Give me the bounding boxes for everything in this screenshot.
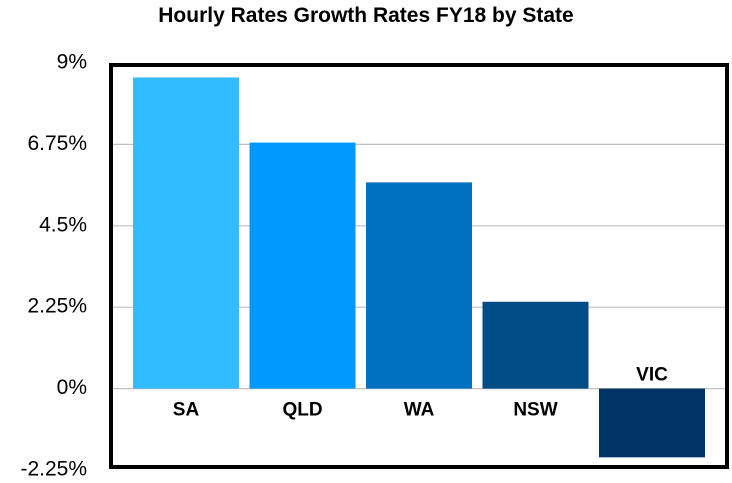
bar-qld: [249, 142, 356, 389]
y-tick-label: 4.5%: [39, 213, 87, 236]
y-tick-label: 2.25%: [27, 295, 87, 318]
y-tick-label: -2.25%: [20, 458, 87, 481]
bar-vic: [599, 388, 705, 458]
bars: [133, 77, 705, 458]
y-tick-label: 6.75%: [27, 132, 87, 155]
category-label-wa: WA: [404, 400, 435, 421]
bar-nsw: [482, 301, 589, 389]
y-axis-ticks: 9% 6.75% 4.5% 2.25% 0% -2.25%: [20, 51, 87, 481]
chart-title: Hourly Rates Growth Rates FY18 by State: [158, 4, 574, 27]
x-axis-categories: SA QLD WA NSW VIC: [173, 365, 668, 421]
category-label-vic: VIC: [636, 365, 668, 386]
category-label-sa: SA: [173, 400, 200, 421]
bar-sa: [133, 77, 239, 389]
plot-frame: [109, 63, 729, 469]
y-tick-label: 0%: [57, 376, 87, 399]
category-label-nsw: NSW: [513, 400, 557, 421]
y-tick-label: 9%: [57, 51, 87, 74]
bar-wa: [366, 182, 472, 389]
category-label-qld: QLD: [282, 400, 322, 421]
